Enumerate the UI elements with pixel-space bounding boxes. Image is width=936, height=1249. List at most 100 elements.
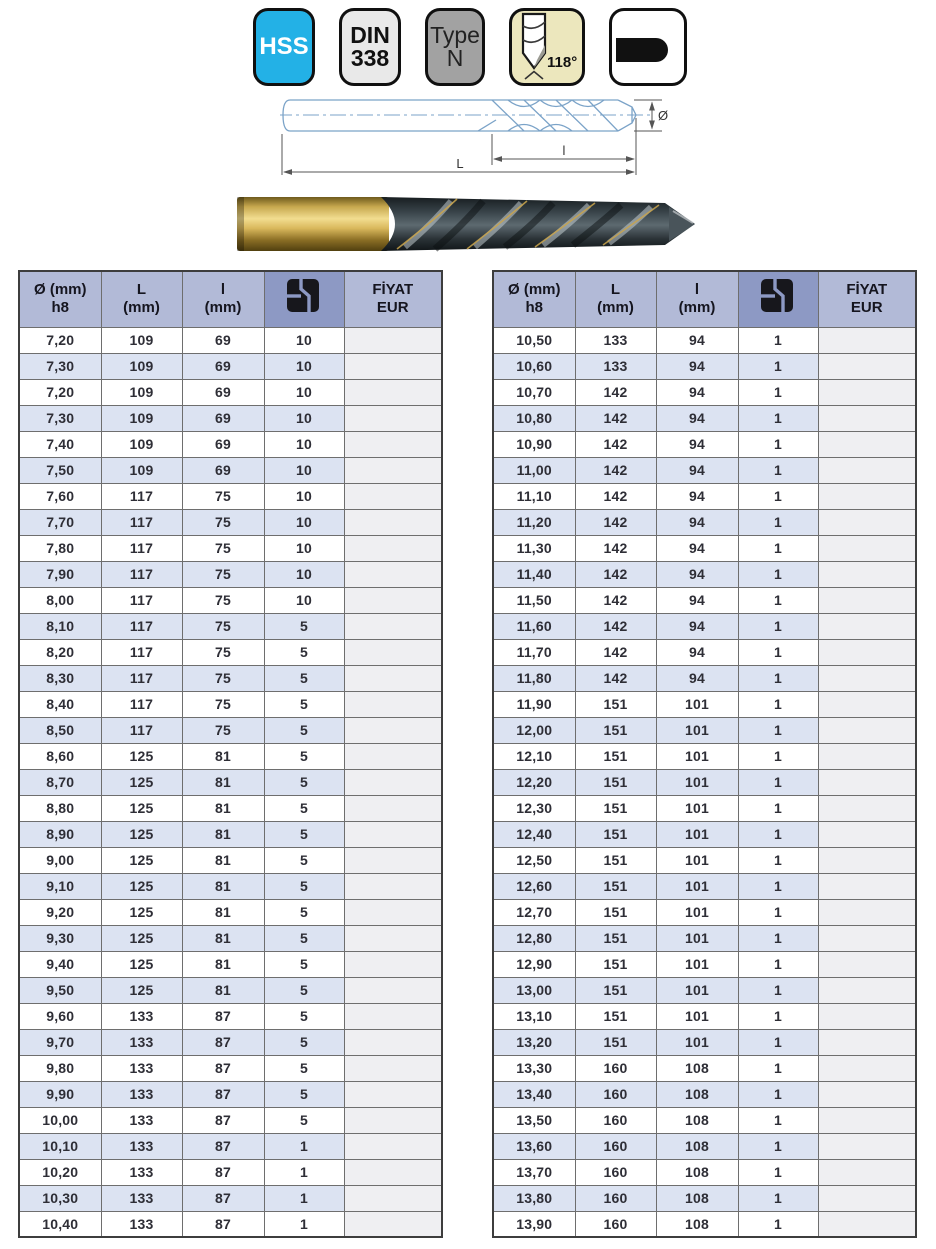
diameter-cell: 11,50 [492, 586, 576, 614]
table-row: 12,30 151 101 1 [492, 794, 917, 822]
diameter-cell: 7,30 [18, 352, 102, 380]
flute-length-cell: 87 [181, 1080, 265, 1108]
overall-length-cell: 151 [574, 924, 657, 952]
price-cell [817, 326, 917, 354]
diameter-cell: 10,40 [18, 1210, 102, 1238]
table-row: 11,20 142 94 1 [492, 508, 917, 536]
diameter-cell: 10,60 [492, 352, 576, 380]
table-row: 11,60 142 94 1 [492, 612, 917, 640]
diameter-cell: 9,10 [18, 872, 102, 900]
diameter-cell: 9,30 [18, 924, 102, 952]
flute-length-cell: 108 [655, 1106, 739, 1134]
overall-length-label: L [456, 156, 463, 171]
pack-qty-cell: 1 [737, 690, 819, 718]
diameter-cell: 12,30 [492, 794, 576, 822]
overall-length-cell: 151 [574, 846, 657, 874]
price-cell [343, 846, 443, 874]
diameter-cell: 9,70 [18, 1028, 102, 1056]
diameter-cell: 13,00 [492, 976, 576, 1004]
diameter-cell: 8,40 [18, 690, 102, 718]
price-cell [817, 456, 917, 484]
table-row: 8,90 125 81 5 [18, 820, 443, 848]
flute-length-cell: 75 [181, 508, 265, 536]
price-table-right: Ø (mm) h8 L (mm) l (mm) FİYAT EUR [492, 270, 917, 1238]
overall-length-cell: 142 [574, 456, 657, 484]
diameter-cell: 10,10 [18, 1132, 102, 1160]
price-cell [343, 1106, 443, 1134]
pack-qty-cell: 1 [737, 950, 819, 978]
table-row: 13,50 160 108 1 [492, 1106, 917, 1134]
price-table-left: Ø (mm) h8 L (mm) l (mm) FİYAT EUR [18, 270, 443, 1238]
pack-qty-cell: 1 [737, 482, 819, 510]
price-cell [817, 534, 917, 562]
pack-qty-cell: 10 [263, 482, 345, 510]
diameter-cell: 9,80 [18, 1054, 102, 1082]
overall-length-cell: 142 [574, 534, 657, 562]
overall-length-cell: 160 [574, 1158, 657, 1186]
price-cell [817, 950, 917, 978]
header-overall-length: L (mm) [574, 270, 657, 328]
diameter-cell: 9,40 [18, 950, 102, 978]
pack-qty-cell: 1 [737, 664, 819, 692]
header-l-line2: (mm) [678, 299, 716, 317]
overall-length-cell: 125 [100, 898, 183, 926]
badge-type-line1: Type [430, 21, 480, 48]
flute-length-cell: 81 [181, 742, 265, 770]
overall-length-cell: 125 [100, 872, 183, 900]
overall-length-cell: 117 [100, 560, 183, 588]
flute-length-cell: 101 [655, 976, 739, 1004]
price-cell [817, 846, 917, 874]
pack-qty-cell: 1 [737, 430, 819, 458]
diameter-cell: 7,60 [18, 482, 102, 510]
flute-length-label: l [563, 143, 566, 158]
price-cell [343, 534, 443, 562]
table-row: 13,20 151 101 1 [492, 1028, 917, 1056]
pack-qty-cell: 1 [737, 1184, 819, 1212]
pack-qty-cell: 10 [263, 430, 345, 458]
pack-qty-cell: 5 [263, 768, 345, 796]
diameter-cell: 7,20 [18, 378, 102, 406]
table-row: 12,20 151 101 1 [492, 768, 917, 796]
pack-qty-cell: 5 [263, 950, 345, 978]
pack-qty-cell: 1 [737, 612, 819, 640]
pack-qty-cell: 1 [737, 1132, 819, 1160]
price-cell [817, 430, 917, 458]
price-cell [343, 1210, 443, 1238]
table-row: 7,30 109 69 10 [18, 404, 443, 432]
pack-qty-cell: 1 [737, 846, 819, 874]
table-row: 11,80 142 94 1 [492, 664, 917, 692]
overall-length-cell: 133 [574, 326, 657, 354]
price-cell [343, 1028, 443, 1056]
table-row: 9,20 125 81 5 [18, 898, 443, 926]
price-cell [817, 898, 917, 926]
diameter-cell: 13,90 [492, 1210, 576, 1238]
header-package [737, 270, 819, 328]
header-l-line2: (mm) [204, 299, 242, 317]
badge-type-line2: N [446, 45, 464, 71]
price-cell [343, 768, 443, 796]
table-row: 8,30 117 75 5 [18, 664, 443, 692]
header-L-line1: L [610, 280, 621, 298]
diameter-cell: 7,30 [18, 404, 102, 432]
table-row: 9,80 133 87 5 [18, 1054, 443, 1082]
pack-qty-cell: 10 [263, 404, 345, 432]
overall-length-cell: 151 [574, 768, 657, 796]
price-cell [343, 794, 443, 822]
diameter-cell: 7,20 [18, 326, 102, 354]
table-row: 11,40 142 94 1 [492, 560, 917, 588]
table-row: 12,40 151 101 1 [492, 820, 917, 848]
pack-qty-cell: 1 [263, 1210, 345, 1238]
overall-length-cell: 142 [574, 612, 657, 640]
table-row: 10,50 133 94 1 [492, 326, 917, 354]
diameter-cell: 8,70 [18, 768, 102, 796]
diameter-cell: 13,30 [492, 1054, 576, 1082]
table-row: 7,30 109 69 10 [18, 352, 443, 380]
flute-length-cell: 101 [655, 1028, 739, 1056]
flute-length-cell: 94 [655, 638, 739, 666]
pack-qty-cell: 1 [737, 560, 819, 588]
package-icon [759, 277, 793, 316]
overall-length-cell: 125 [100, 742, 183, 770]
price-cell [343, 1158, 443, 1186]
table-row: 7,80 117 75 10 [18, 534, 443, 562]
badge-din-338: DIN 338 [339, 8, 401, 86]
